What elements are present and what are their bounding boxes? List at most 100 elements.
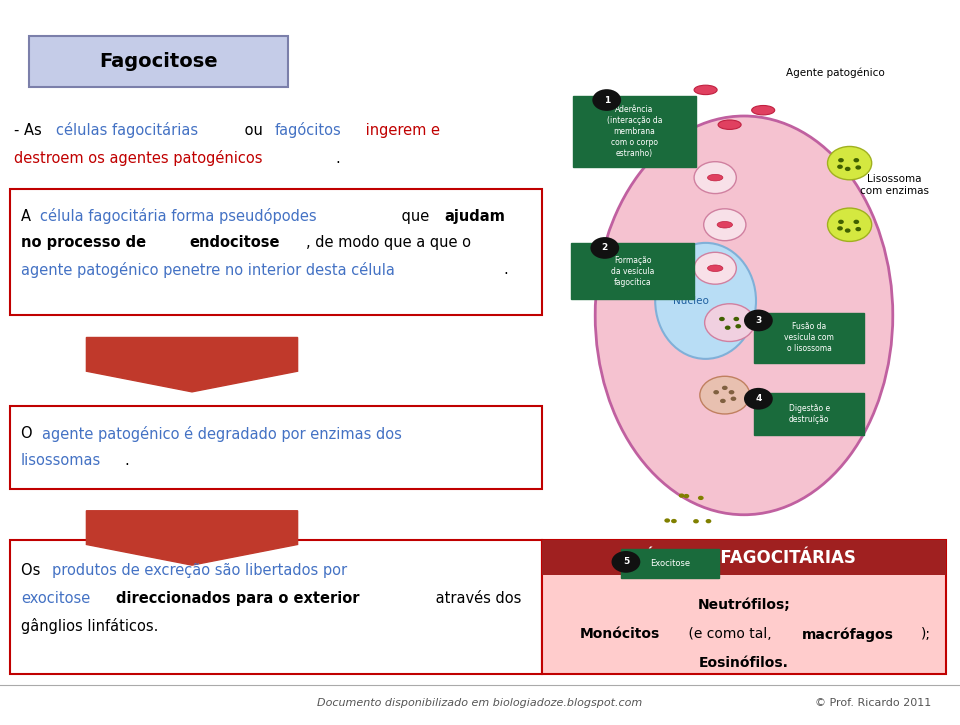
- Circle shape: [720, 399, 726, 403]
- Text: agente patogénico é degradado por enzimas dos: agente patogénico é degradado por enzima…: [42, 426, 402, 442]
- Polygon shape: [86, 511, 298, 566]
- FancyBboxPatch shape: [10, 406, 542, 489]
- Ellipse shape: [718, 120, 741, 130]
- Text: endocitose: endocitose: [189, 236, 279, 250]
- Circle shape: [725, 326, 731, 330]
- Text: © Prof. Ricardo 2011: © Prof. Ricardo 2011: [815, 698, 931, 708]
- FancyBboxPatch shape: [542, 540, 946, 674]
- Circle shape: [733, 317, 739, 321]
- Circle shape: [704, 209, 746, 241]
- Text: destroem os agentes patogénicos: destroem os agentes patogénicos: [14, 150, 263, 166]
- Circle shape: [837, 165, 843, 169]
- FancyBboxPatch shape: [29, 36, 288, 87]
- FancyBboxPatch shape: [571, 243, 694, 299]
- Text: Digestão e
destruíção: Digestão e destruíção: [789, 404, 829, 424]
- Circle shape: [845, 228, 851, 233]
- Text: 1: 1: [604, 96, 610, 104]
- Text: Aderência
(interacção da
membrana
com o corpo
estranho): Aderência (interacção da membrana com o …: [607, 104, 662, 158]
- Text: exocitose: exocitose: [21, 591, 90, 605]
- Text: Fusão da
vesícula com
o lisossoma: Fusão da vesícula com o lisossoma: [784, 322, 834, 354]
- Circle shape: [855, 165, 861, 170]
- Text: );: );: [921, 627, 931, 642]
- Text: Agente patogénico: Agente patogénico: [786, 67, 884, 78]
- Polygon shape: [86, 338, 298, 392]
- Ellipse shape: [752, 106, 775, 115]
- Text: Fagocitose: Fagocitose: [99, 52, 218, 71]
- Text: .: .: [504, 262, 508, 277]
- Text: gânglios linfáticos.: gânglios linfáticos.: [21, 618, 158, 634]
- Ellipse shape: [595, 116, 893, 515]
- Text: macrófagos: macrófagos: [803, 627, 894, 642]
- Circle shape: [828, 208, 872, 241]
- Text: produtos de excreção são libertados por: produtos de excreção são libertados por: [52, 563, 348, 578]
- Circle shape: [729, 390, 734, 394]
- Circle shape: [612, 551, 640, 573]
- Circle shape: [744, 388, 773, 410]
- Text: ajudam: ajudam: [444, 209, 505, 223]
- Ellipse shape: [708, 265, 723, 272]
- FancyBboxPatch shape: [10, 188, 542, 315]
- Circle shape: [731, 397, 736, 401]
- Circle shape: [705, 304, 755, 341]
- Circle shape: [694, 162, 736, 194]
- FancyBboxPatch shape: [754, 393, 864, 435]
- Circle shape: [828, 146, 872, 180]
- Text: no processo de: no processo de: [21, 236, 152, 250]
- Text: que: que: [396, 209, 434, 223]
- Circle shape: [698, 520, 704, 524]
- Text: 2: 2: [602, 244, 608, 252]
- Ellipse shape: [694, 86, 717, 94]
- Circle shape: [722, 386, 728, 390]
- Circle shape: [664, 518, 670, 523]
- Circle shape: [853, 158, 859, 162]
- Circle shape: [845, 167, 851, 171]
- Circle shape: [684, 518, 689, 523]
- Text: CÉLULAS FAGOCITÁRIAS: CÉLULAS FAGOCITÁRIAS: [632, 549, 856, 566]
- Text: Lisossoma
com enzimas: Lisossoma com enzimas: [860, 174, 929, 196]
- Text: células fagocitárias: células fagocitárias: [57, 123, 199, 138]
- Text: O: O: [21, 426, 37, 441]
- Circle shape: [679, 518, 684, 523]
- Text: (e como tal,: (e como tal,: [684, 627, 776, 642]
- Circle shape: [744, 310, 773, 331]
- Text: , de modo que a que o: , de modo que a que o: [306, 236, 471, 250]
- Text: direccionados para o exterior: direccionados para o exterior: [116, 591, 360, 605]
- Text: lisossomas: lisossomas: [21, 453, 102, 468]
- Text: através dos: através dos: [431, 591, 521, 605]
- FancyBboxPatch shape: [754, 313, 864, 362]
- Text: 5: 5: [623, 558, 629, 566]
- Ellipse shape: [655, 243, 756, 359]
- Circle shape: [719, 317, 725, 321]
- Text: 3: 3: [756, 316, 761, 325]
- Text: ingerem e: ingerem e: [361, 123, 441, 138]
- Circle shape: [700, 376, 750, 414]
- Text: Formação
da vesícula
fagocítica: Formação da vesícula fagocítica: [611, 255, 655, 287]
- Text: Os: Os: [21, 563, 45, 578]
- FancyBboxPatch shape: [573, 96, 696, 167]
- Text: agente patogénico penetre no interior desta célula: agente patogénico penetre no interior de…: [21, 262, 395, 278]
- Circle shape: [855, 227, 861, 231]
- Text: Exocitose: Exocitose: [650, 559, 690, 568]
- Text: 4: 4: [756, 394, 761, 403]
- Text: - As: - As: [14, 123, 47, 138]
- Text: A: A: [21, 209, 36, 223]
- Ellipse shape: [717, 222, 732, 228]
- FancyBboxPatch shape: [621, 549, 719, 578]
- FancyBboxPatch shape: [542, 540, 946, 575]
- Text: Núcleo: Núcleo: [673, 296, 709, 306]
- Circle shape: [735, 324, 741, 328]
- Text: célula fagocitária forma pseudópodes: célula fagocitária forma pseudópodes: [40, 208, 317, 224]
- Circle shape: [592, 89, 621, 111]
- Circle shape: [693, 516, 699, 521]
- Circle shape: [838, 158, 844, 162]
- Circle shape: [853, 220, 859, 224]
- Text: Eosinófilos.: Eosinófilos.: [699, 656, 789, 671]
- Circle shape: [694, 252, 736, 284]
- Circle shape: [838, 220, 844, 224]
- Circle shape: [671, 494, 677, 498]
- Text: Neutrófilos;: Neutrófilos;: [698, 598, 790, 613]
- Circle shape: [706, 500, 711, 505]
- Text: Documento disponibilizado em biologiadoze.blogspot.com: Documento disponibilizado em biologiadoz…: [318, 698, 642, 708]
- Text: .: .: [125, 453, 130, 468]
- Text: .: .: [335, 151, 340, 165]
